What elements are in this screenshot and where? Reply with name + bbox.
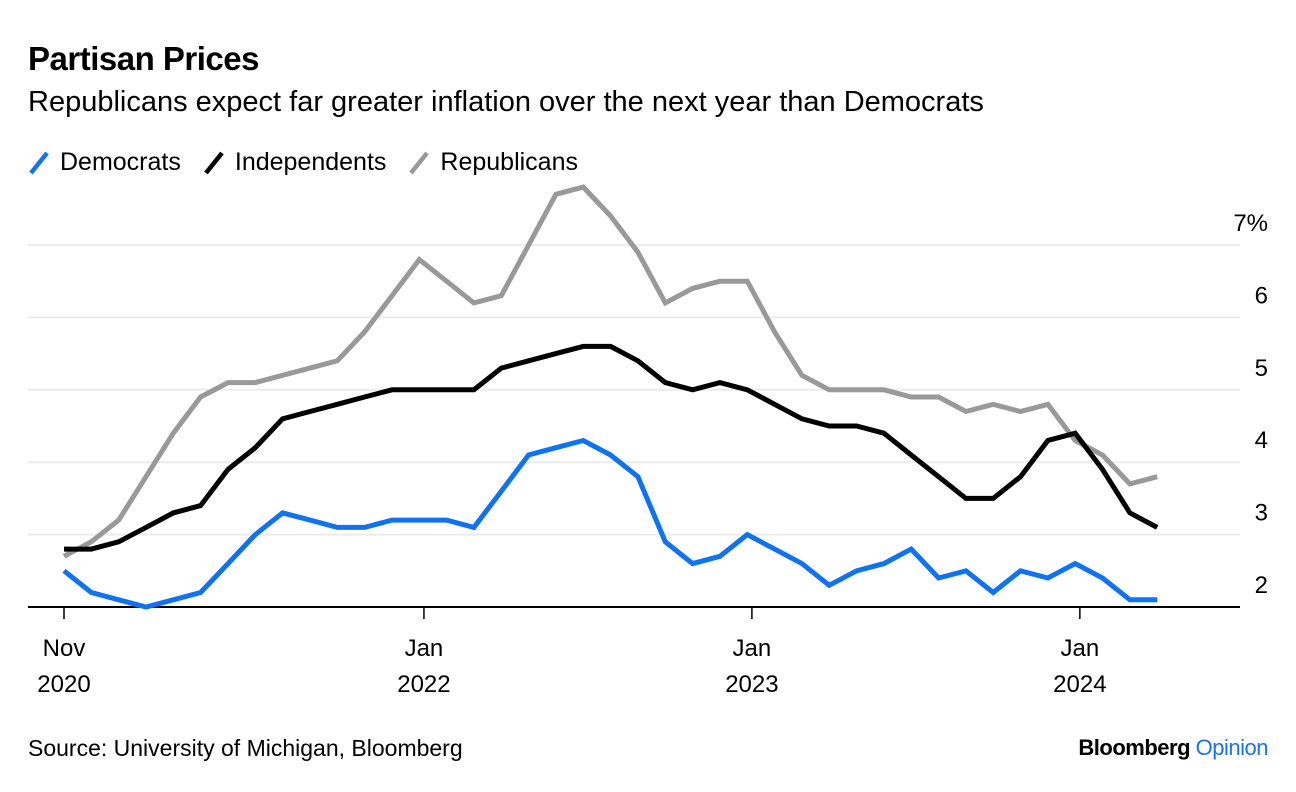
series-lines <box>62 184 1159 610</box>
legend-label-democrats: Democrats <box>60 148 181 176</box>
brand-accent: Opinion <box>1195 735 1269 760</box>
y-tick-label: 2 <box>1255 572 1268 599</box>
x-tick-label-year: 2024 <box>1053 671 1106 698</box>
x-tick-label-month: Nov <box>43 635 86 662</box>
source-note: Source: University of Michigan, Bloomber… <box>28 735 463 761</box>
series-line-democrats <box>62 437 1158 610</box>
x-axis: Nov 2020 Jan 2022 Jan 2023 Jan 2024 <box>28 606 1240 698</box>
x-tick-label-year: 2022 <box>397 671 450 698</box>
y-tick-label: 6 <box>1255 282 1268 309</box>
y-tick-label: 3 <box>1255 500 1268 527</box>
legend-swatch-independents <box>204 151 224 174</box>
x-tick-label-year: 2020 <box>37 671 90 698</box>
legend: Democrats Independents Republicans <box>28 148 600 177</box>
legend-label-republicans: Republicans <box>440 148 578 176</box>
legend-item-independents: Independents <box>203 148 387 177</box>
brand-logo: Bloomberg Opinion <box>1078 735 1268 761</box>
chart-subtitle: Republicans expect far greater inflation… <box>28 86 984 118</box>
y-tick-label: 7% <box>1233 210 1268 237</box>
x-tick-label-year: 2023 <box>725 671 778 698</box>
legend-item-republicans: Republicans <box>408 148 578 177</box>
series-line-independents <box>64 343 1159 552</box>
x-tick-label-month: Jan <box>1061 635 1100 662</box>
brand-main: Bloomberg <box>1078 735 1191 760</box>
series-line-republicans <box>62 184 1158 559</box>
legend-label-independents: Independents <box>234 148 387 176</box>
y-tick-label: 5 <box>1255 355 1268 382</box>
y-tick-label: 4 <box>1255 427 1268 454</box>
gridlines <box>28 244 1240 536</box>
y-axis-labels: 2 3 4 5 6 7% <box>1233 210 1268 599</box>
legend-item-democrats: Democrats <box>28 148 181 177</box>
x-tick-label-month: Jan <box>733 635 772 662</box>
legend-swatch-democrats <box>29 151 49 174</box>
chart-title: Partisan Prices <box>28 40 259 77</box>
legend-swatch-republicans <box>409 151 430 174</box>
x-tick-label-month: Jan <box>405 635 444 662</box>
